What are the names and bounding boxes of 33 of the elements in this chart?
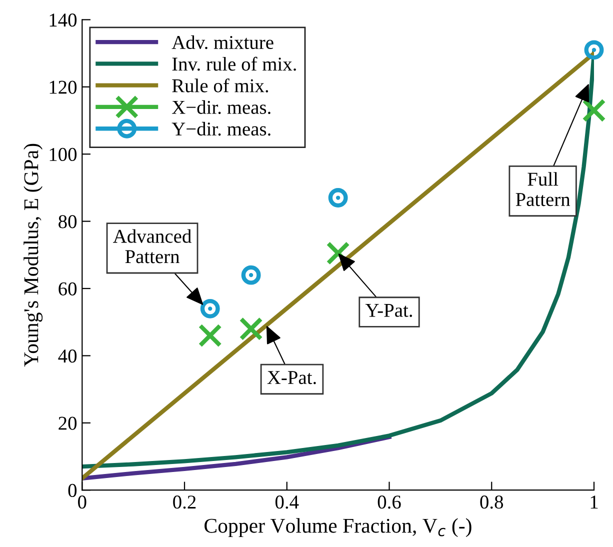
y-axis-title: Young's Modulus, E (GPa) xyxy=(24,144,43,367)
annotation: Full Pattern xyxy=(516,172,570,206)
point xyxy=(584,40,604,60)
point xyxy=(326,241,350,266)
x-tick-label: 0.6 xyxy=(378,496,401,509)
x-tick-label: 0.8 xyxy=(480,496,504,509)
annotation: X-Pat. xyxy=(267,371,316,384)
y-tick-label: 0 xyxy=(68,484,77,498)
x-tick-label: 1 xyxy=(590,496,598,508)
point xyxy=(241,265,261,285)
legend-label: Rule of mix. xyxy=(172,78,268,92)
y-tick-label: 120 xyxy=(50,80,77,94)
y-tick-label: 80 xyxy=(58,215,77,228)
y-tick-label: 40 xyxy=(58,350,77,363)
point xyxy=(200,298,220,318)
legend-label: Inv. rule of mix. xyxy=(172,56,296,71)
legend-label: Adv. mixture xyxy=(172,35,274,50)
annotation: Y-Pat. xyxy=(365,304,412,317)
y-tick-label: 140 xyxy=(50,14,77,27)
x-axis-title: Copper Volume Fraction, V$_{c}$ (-) xyxy=(204,518,472,538)
y-tick-label: 20 xyxy=(58,416,77,430)
y-tick-label: 60 xyxy=(58,282,77,296)
legend-label: X−dir. meas. xyxy=(172,100,270,114)
x-tick-label: 0.2 xyxy=(173,496,196,509)
point xyxy=(239,317,263,341)
x-tick-label: 0.4 xyxy=(275,496,299,509)
point xyxy=(582,98,606,122)
x-tick-label: 0 xyxy=(78,496,86,509)
legend-label: Y−dir. meas. xyxy=(172,122,270,136)
annotation: Advanced Pattern xyxy=(113,229,192,264)
point xyxy=(328,188,348,208)
y-tick-label: 100 xyxy=(50,148,77,162)
point xyxy=(198,324,222,348)
